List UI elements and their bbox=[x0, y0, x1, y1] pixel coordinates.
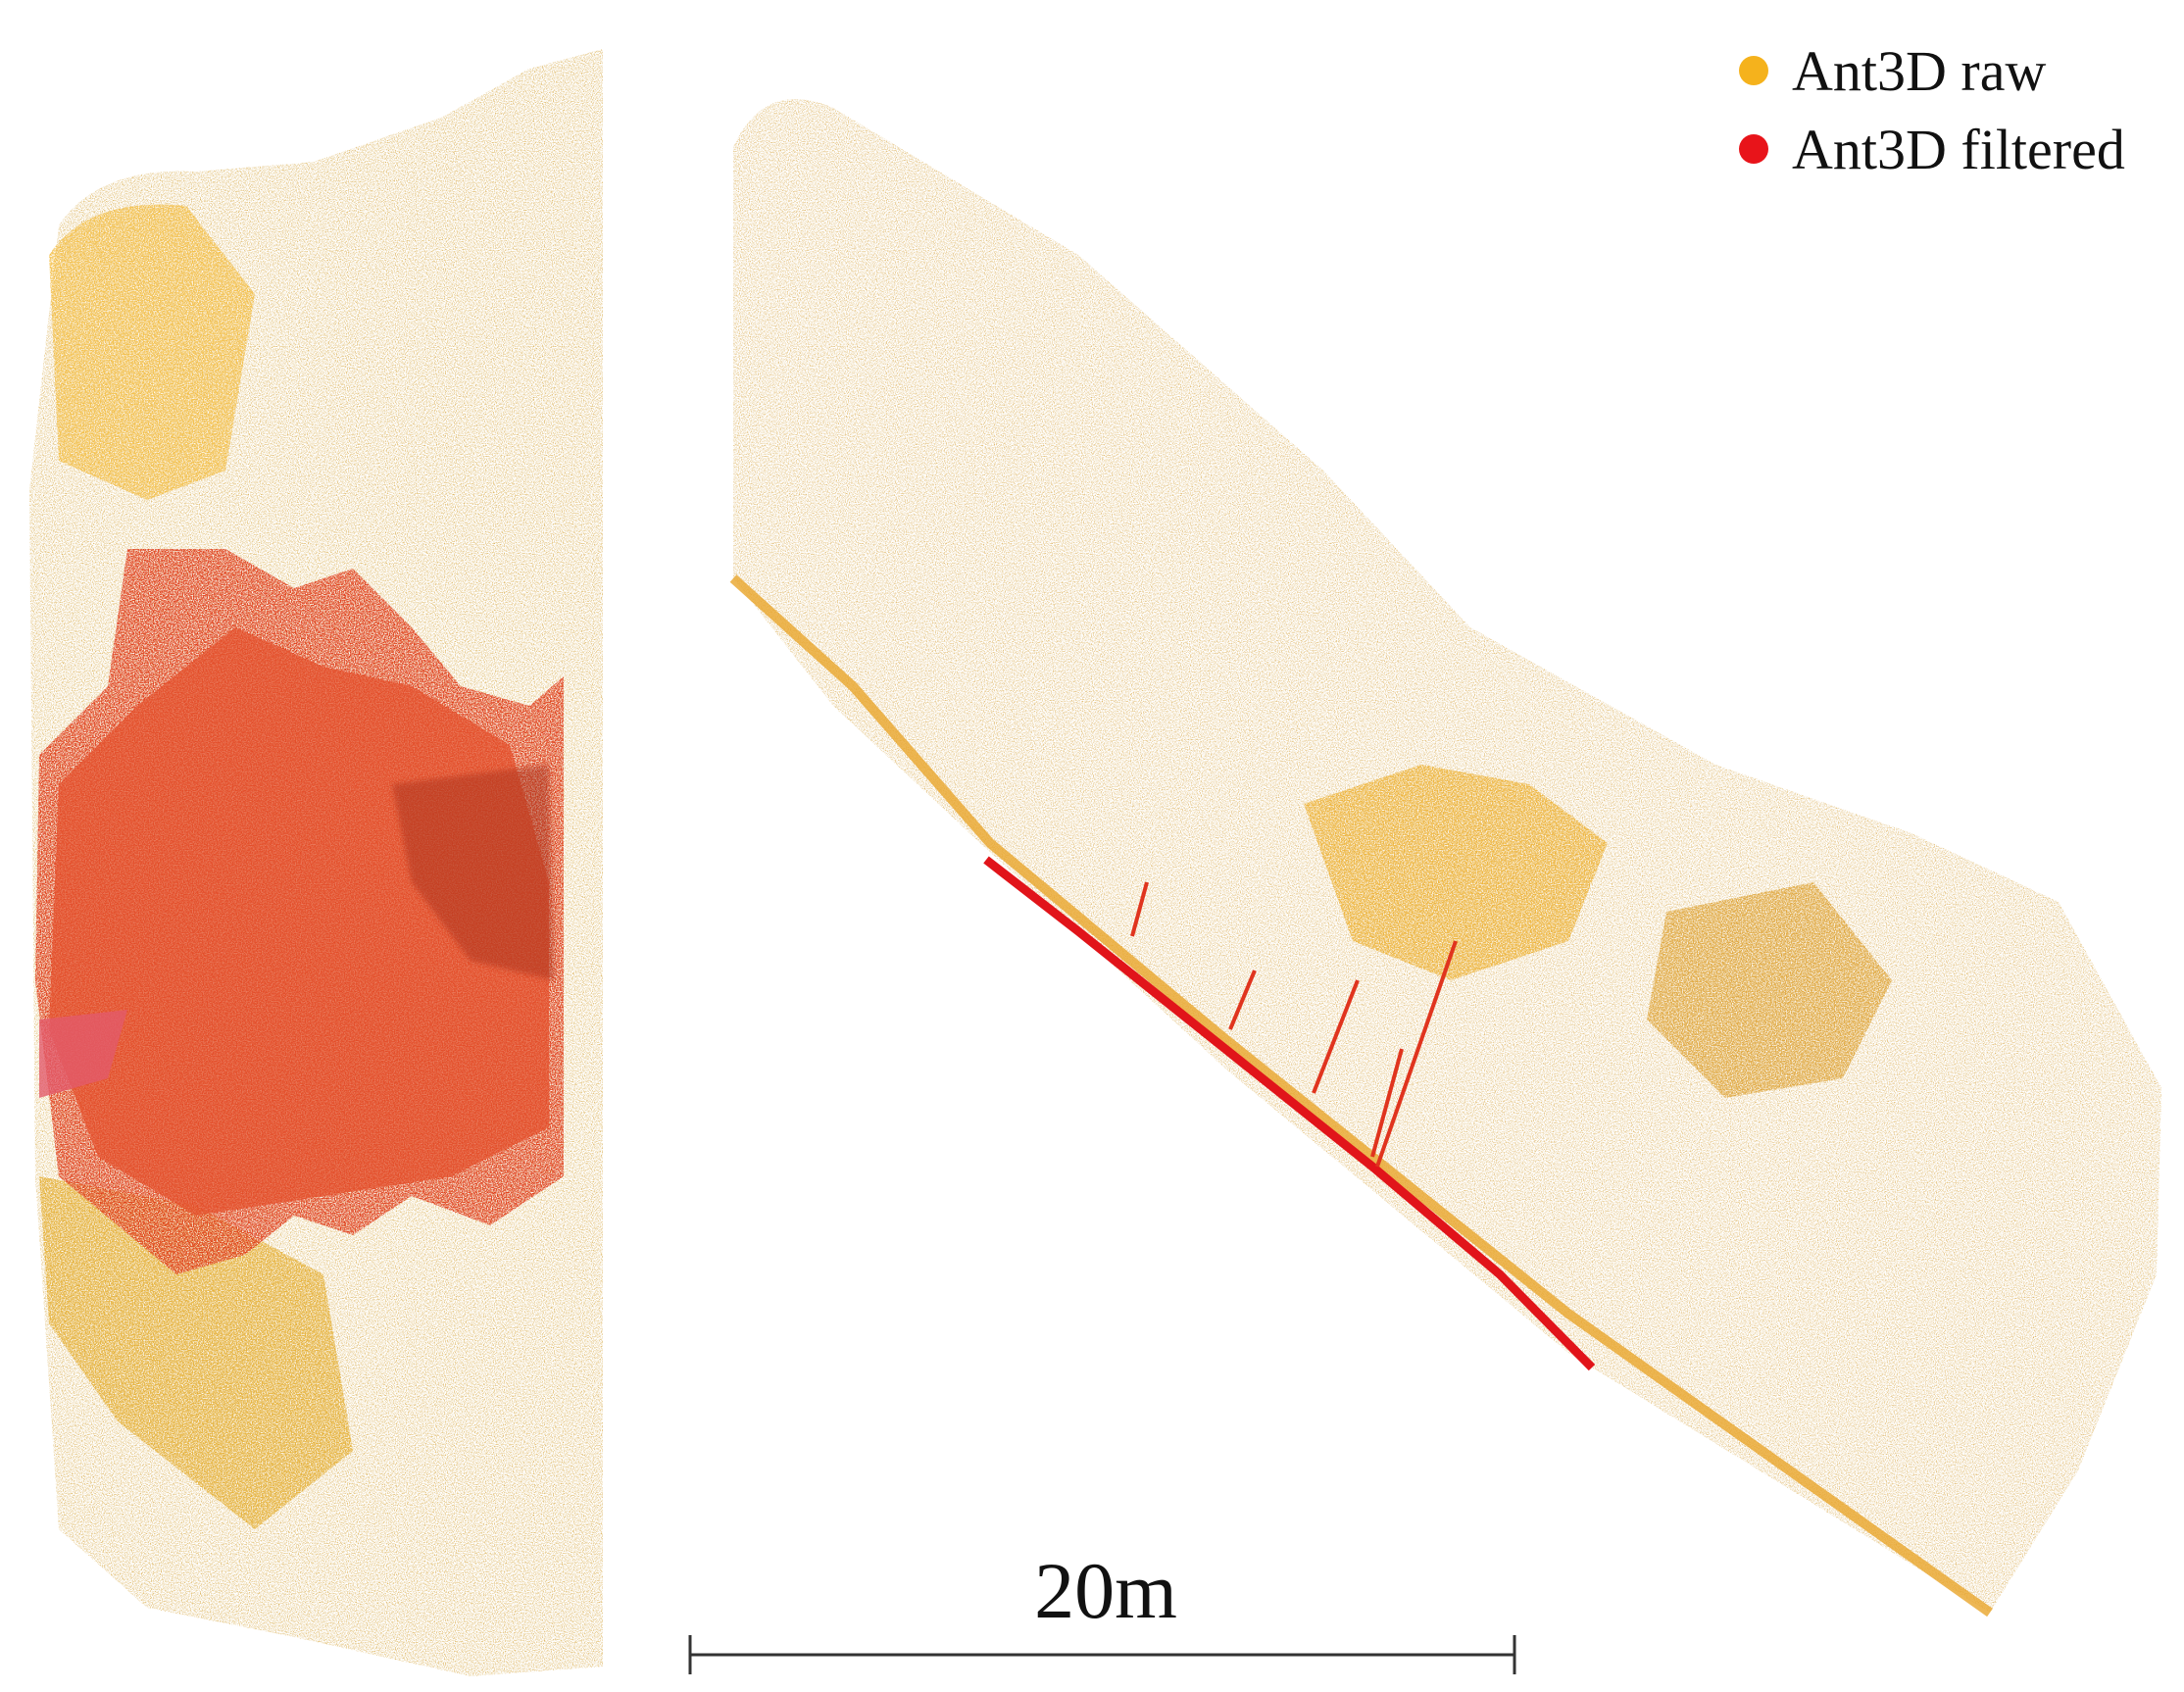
raw-cloud-dense bbox=[1647, 882, 1892, 1098]
filtered-dark bbox=[392, 765, 554, 980]
filtered-trunks bbox=[1130, 881, 1458, 1168]
filtered-pink bbox=[39, 1010, 127, 1098]
raw-cloud-dense bbox=[39, 1176, 353, 1529]
scale-label: 20m bbox=[1034, 1546, 1177, 1635]
trunk bbox=[1370, 1048, 1404, 1158]
raw-cloud-dense bbox=[1304, 765, 1608, 980]
legend-marker bbox=[1739, 134, 1768, 164]
right-point-cloud bbox=[729, 99, 2161, 1617]
scale-bar bbox=[688, 1635, 1516, 1674]
legend-label: Ant3D filtered bbox=[1792, 118, 2125, 181]
filtered-ground bbox=[983, 856, 1596, 1371]
legend: Ant3D raw Ant3D filtered bbox=[1739, 39, 2125, 181]
legend-marker bbox=[1739, 56, 1768, 85]
trunk bbox=[1312, 979, 1360, 1094]
ground-edge bbox=[729, 574, 1993, 1617]
left-point-cloud bbox=[29, 49, 603, 1676]
trunk bbox=[1375, 940, 1458, 1168]
legend-label: Ant3D raw bbox=[1792, 39, 2046, 103]
filtered-core bbox=[49, 627, 549, 1216]
trunk bbox=[1130, 881, 1149, 937]
trunk bbox=[1228, 970, 1257, 1030]
raw-cloud-dense bbox=[49, 204, 255, 501]
